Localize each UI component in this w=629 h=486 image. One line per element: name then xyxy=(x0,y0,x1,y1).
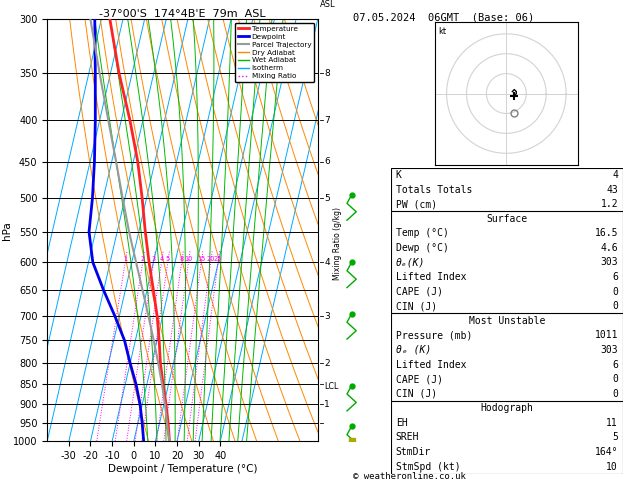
Text: 4: 4 xyxy=(159,256,164,262)
Text: CIN (J): CIN (J) xyxy=(396,389,437,399)
Text: 3: 3 xyxy=(152,256,155,262)
Text: CAPE (J): CAPE (J) xyxy=(396,287,443,296)
X-axis label: Dewpoint / Temperature (°C): Dewpoint / Temperature (°C) xyxy=(108,464,257,474)
Text: Lifted Index: Lifted Index xyxy=(396,360,466,369)
Text: 3: 3 xyxy=(325,312,330,321)
Title: -37°00'S  174°4B'E  79m  ASL: -37°00'S 174°4B'E 79m ASL xyxy=(99,9,265,18)
Text: kt: kt xyxy=(438,27,447,36)
Text: 303: 303 xyxy=(601,345,618,355)
Text: 07.05.2024  06GMT  (Base: 06): 07.05.2024 06GMT (Base: 06) xyxy=(353,13,535,23)
Text: 6: 6 xyxy=(325,157,330,166)
Text: 11: 11 xyxy=(606,418,618,428)
Text: 8: 8 xyxy=(179,256,184,262)
Text: CIN (J): CIN (J) xyxy=(396,301,437,311)
Text: 4: 4 xyxy=(325,258,330,267)
Text: © weatheronline.co.uk: © weatheronline.co.uk xyxy=(353,472,466,481)
Text: 5: 5 xyxy=(612,433,618,442)
Text: 0: 0 xyxy=(612,389,618,399)
Text: 6: 6 xyxy=(612,360,618,369)
Text: StmSpd (kt): StmSpd (kt) xyxy=(396,462,460,471)
Text: 7: 7 xyxy=(325,116,330,125)
Text: PW (cm): PW (cm) xyxy=(396,199,437,209)
Text: km
ASL: km ASL xyxy=(320,0,336,9)
Text: Pressure (mb): Pressure (mb) xyxy=(396,330,472,340)
Text: 164°: 164° xyxy=(594,447,618,457)
Legend: Temperature, Dewpoint, Parcel Trajectory, Dry Adiabat, Wet Adiabat, Isotherm, Mi: Temperature, Dewpoint, Parcel Trajectory… xyxy=(235,23,314,82)
Text: Dewp (°C): Dewp (°C) xyxy=(396,243,448,253)
Text: 5: 5 xyxy=(165,256,170,262)
Text: 2: 2 xyxy=(325,359,330,367)
Text: 0: 0 xyxy=(612,374,618,384)
Text: CAPE (J): CAPE (J) xyxy=(396,374,443,384)
Text: Most Unstable: Most Unstable xyxy=(469,316,545,326)
Text: θₑ (K): θₑ (K) xyxy=(396,345,431,355)
Text: Surface: Surface xyxy=(486,214,528,224)
Text: Mixing Ratio (g/kg): Mixing Ratio (g/kg) xyxy=(333,207,342,279)
Text: 0: 0 xyxy=(612,301,618,311)
Text: 6: 6 xyxy=(612,272,618,282)
Text: 43: 43 xyxy=(606,185,618,194)
Text: 10: 10 xyxy=(184,256,192,262)
Text: K: K xyxy=(396,170,402,180)
Text: 303: 303 xyxy=(601,258,618,267)
Text: Temp (°C): Temp (°C) xyxy=(396,228,448,238)
Text: EH: EH xyxy=(396,418,408,428)
Text: 15: 15 xyxy=(197,256,206,262)
Text: 4: 4 xyxy=(612,170,618,180)
Text: 4.6: 4.6 xyxy=(601,243,618,253)
Text: 20: 20 xyxy=(206,256,215,262)
Text: 10: 10 xyxy=(606,462,618,471)
Text: Lifted Index: Lifted Index xyxy=(396,272,466,282)
Text: 2: 2 xyxy=(140,256,145,262)
Text: StmDir: StmDir xyxy=(396,447,431,457)
Text: 25: 25 xyxy=(214,256,222,262)
Text: 8: 8 xyxy=(325,69,330,78)
Text: 5: 5 xyxy=(325,194,330,203)
Text: SREH: SREH xyxy=(396,433,420,442)
Text: Hodograph: Hodograph xyxy=(481,403,533,413)
Text: 1: 1 xyxy=(325,400,330,409)
Text: 0: 0 xyxy=(612,287,618,296)
Text: 1: 1 xyxy=(123,256,127,262)
Text: 1.2: 1.2 xyxy=(601,199,618,209)
Text: Totals Totals: Totals Totals xyxy=(396,185,472,194)
Text: 16.5: 16.5 xyxy=(594,228,618,238)
Y-axis label: hPa: hPa xyxy=(1,221,11,240)
Text: θₑ(K): θₑ(K) xyxy=(396,258,425,267)
Text: 1011: 1011 xyxy=(594,330,618,340)
Text: LCL: LCL xyxy=(325,382,339,391)
